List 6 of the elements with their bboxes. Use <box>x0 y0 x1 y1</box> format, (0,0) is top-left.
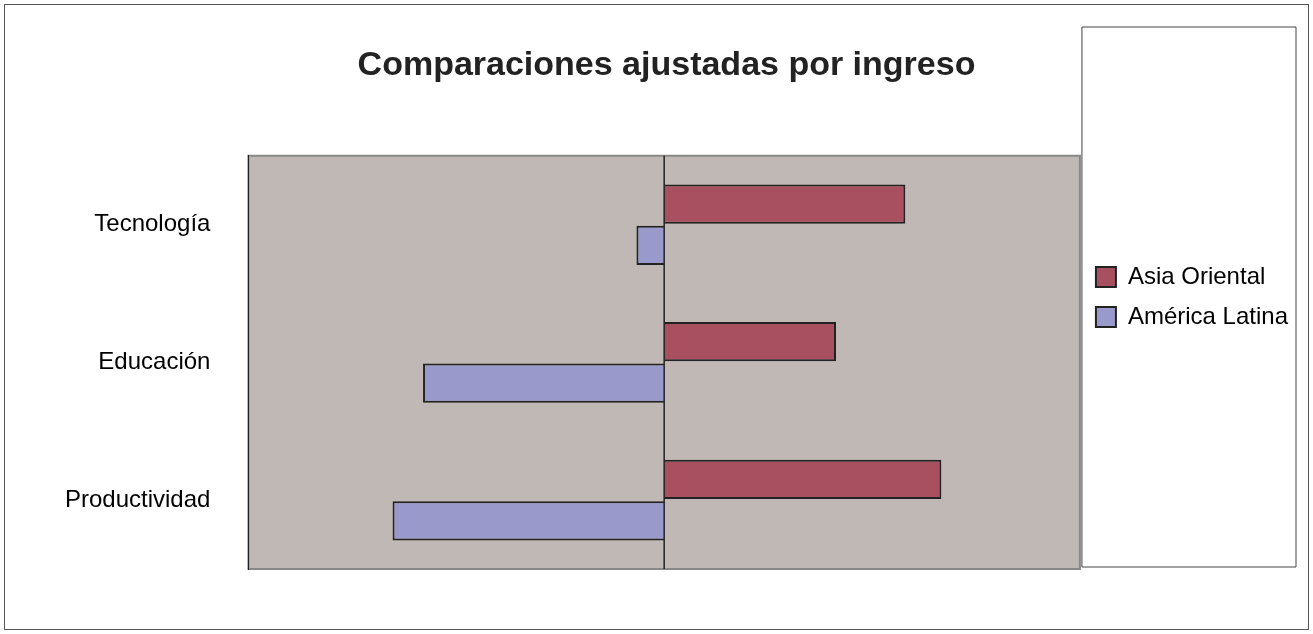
chart-title: Comparaciones ajustadas por ingreso <box>357 43 976 82</box>
y-tick-label: Educación <box>98 347 211 375</box>
legend-label: Asia Oriental <box>1127 261 1266 289</box>
legend-label: América Latina <box>1127 301 1289 329</box>
y-tick-label: Productividad <box>65 484 211 512</box>
y-tick-label: Tecnología <box>94 209 212 237</box>
